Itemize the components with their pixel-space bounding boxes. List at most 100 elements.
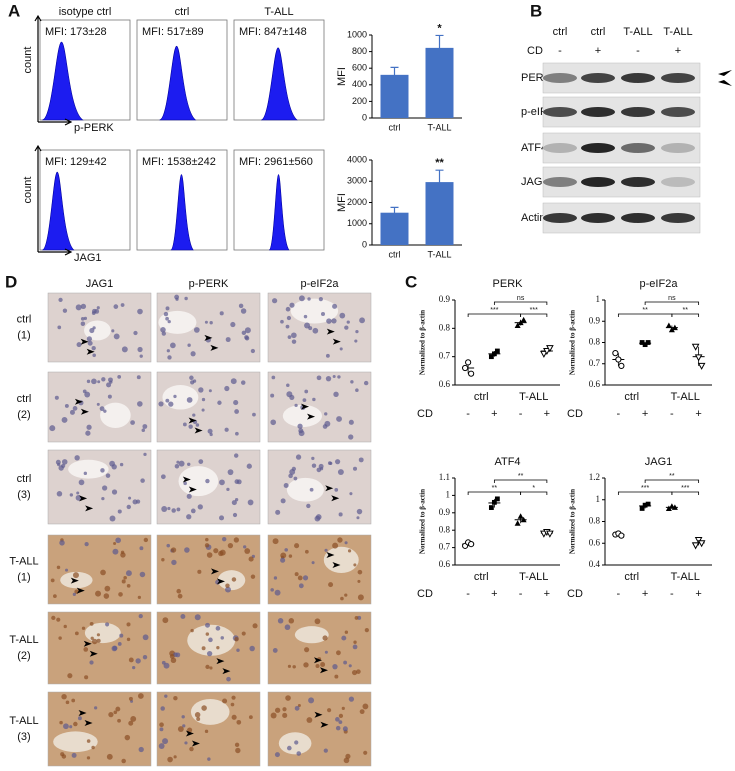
cell xyxy=(139,354,143,358)
x-tick-label: + xyxy=(544,408,550,420)
cell xyxy=(56,565,61,570)
cell xyxy=(241,330,247,336)
cell xyxy=(294,740,299,745)
cell xyxy=(105,622,110,627)
cell xyxy=(349,492,353,496)
cell xyxy=(170,657,177,664)
cell xyxy=(163,662,170,669)
cell xyxy=(284,548,288,552)
cell xyxy=(194,712,201,718)
cell xyxy=(113,710,118,715)
cell xyxy=(356,508,363,515)
ihc-column-label: p-PERK xyxy=(189,278,229,290)
y-axis-label: Normalized to β-actin xyxy=(569,310,577,375)
histogram xyxy=(41,171,75,251)
group-label: T-ALL xyxy=(519,571,548,583)
band xyxy=(581,73,615,83)
cell xyxy=(219,311,224,316)
cell xyxy=(133,330,138,336)
cell xyxy=(121,346,128,353)
cell xyxy=(141,428,146,432)
bracket xyxy=(493,301,548,305)
cell xyxy=(296,751,302,756)
cell xyxy=(58,636,62,640)
cell xyxy=(309,487,314,492)
cell xyxy=(173,394,177,399)
y-tick-label: 4000 xyxy=(347,154,367,164)
cell xyxy=(91,745,95,750)
cell xyxy=(186,493,192,499)
cell xyxy=(289,302,295,308)
ihc-row-label: (2) xyxy=(17,409,30,421)
cell xyxy=(337,537,343,543)
cell xyxy=(205,478,210,484)
cell xyxy=(297,703,301,707)
x-tick-label: T-ALL xyxy=(427,249,451,259)
cell xyxy=(77,716,82,721)
cell xyxy=(96,638,101,643)
cell xyxy=(344,593,348,597)
cell xyxy=(121,579,126,584)
cell xyxy=(160,474,166,480)
cell xyxy=(201,646,206,651)
lane-label: ctrl xyxy=(553,26,568,38)
significance: ** xyxy=(642,307,648,314)
panel-label: D xyxy=(5,272,17,291)
cell xyxy=(248,556,254,562)
y-axis-label: Normalized to β-actin xyxy=(569,489,577,554)
ihc-row-label: (3) xyxy=(17,731,30,743)
cell xyxy=(204,543,210,548)
cell xyxy=(161,558,165,562)
cell xyxy=(168,401,174,407)
data-point xyxy=(668,326,675,333)
cell xyxy=(206,650,213,657)
cell xyxy=(187,727,193,733)
significance: ** xyxy=(518,473,524,480)
cell xyxy=(74,631,79,636)
tissue-space xyxy=(84,320,111,341)
cell xyxy=(292,665,296,669)
y-tick-label: 0.4 xyxy=(589,559,601,569)
cell xyxy=(167,355,172,360)
histogram xyxy=(260,47,298,121)
cell xyxy=(76,342,82,348)
cell xyxy=(316,375,322,381)
cell xyxy=(322,635,328,641)
cell xyxy=(306,717,313,723)
data-point xyxy=(697,362,706,370)
cell xyxy=(56,491,63,497)
cell xyxy=(363,750,368,755)
cell xyxy=(284,624,291,631)
data-point xyxy=(517,513,524,519)
cell xyxy=(84,542,89,547)
cell xyxy=(113,542,117,546)
y-tick-label: 0.8 xyxy=(589,516,601,526)
cell xyxy=(298,430,305,437)
error-bar xyxy=(435,169,444,194)
flow-y-label: count xyxy=(22,177,34,204)
condition-label: CD xyxy=(417,588,433,600)
cell xyxy=(277,618,284,624)
significance: ** xyxy=(683,307,689,314)
cell xyxy=(325,375,332,382)
y-tick-label: 0.9 xyxy=(589,315,601,325)
cell xyxy=(166,543,171,548)
data-point xyxy=(514,322,521,328)
data-point xyxy=(645,501,651,507)
cell xyxy=(318,463,324,469)
cell xyxy=(124,734,131,741)
y-tick-label: 0.6 xyxy=(589,537,601,547)
data-point xyxy=(546,345,554,353)
cell xyxy=(357,579,361,583)
treatment-label: CD xyxy=(527,45,543,57)
cell xyxy=(119,462,124,467)
data-point xyxy=(694,354,703,362)
group-label: ctrl xyxy=(474,571,489,583)
cell xyxy=(85,430,91,436)
cell xyxy=(188,424,193,429)
cell xyxy=(81,626,86,630)
band xyxy=(661,73,695,83)
cell xyxy=(353,640,357,644)
cell xyxy=(103,409,107,413)
cell xyxy=(100,569,106,576)
